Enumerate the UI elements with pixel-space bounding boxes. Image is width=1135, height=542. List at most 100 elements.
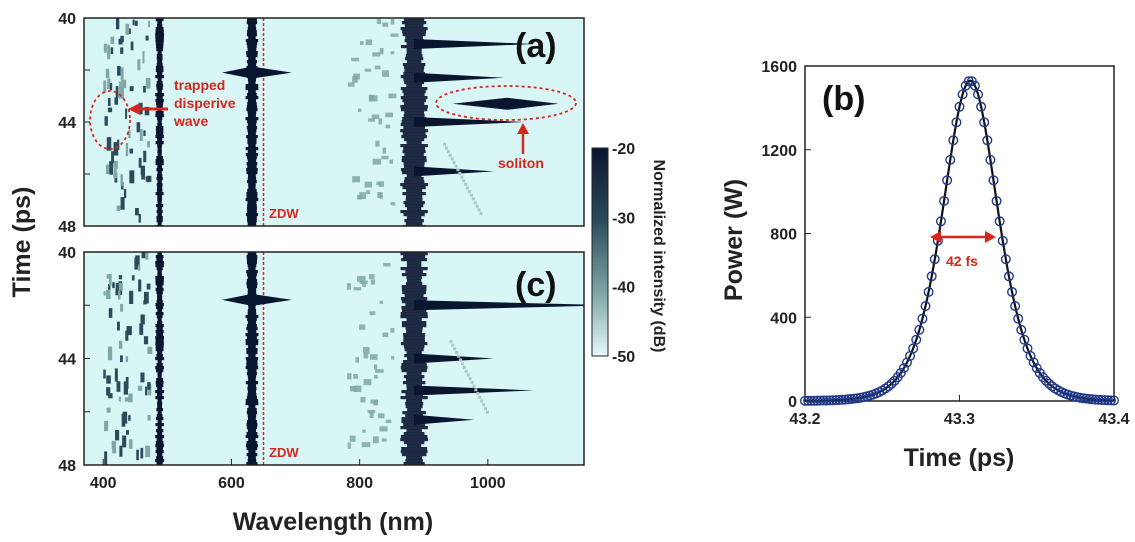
blue-side-patch xyxy=(128,439,133,449)
band-480-segment xyxy=(156,258,163,262)
scatter-patch xyxy=(359,41,364,45)
data-point xyxy=(1090,394,1101,405)
band-480-segment xyxy=(155,345,164,349)
band-630-segment xyxy=(246,21,258,25)
band-880-segment xyxy=(400,312,428,316)
trace-dot xyxy=(454,164,458,168)
data-point xyxy=(908,343,919,354)
blue-side-patch xyxy=(118,282,123,291)
scatter-patch xyxy=(379,300,384,304)
panel-a-label: (a) xyxy=(515,27,557,65)
blue-side-patch xyxy=(143,300,147,305)
band-630-segment xyxy=(247,102,257,106)
trace-dot xyxy=(444,146,448,150)
band-480-segment xyxy=(157,144,163,148)
data-point xyxy=(837,394,848,405)
band-630-segment xyxy=(246,171,258,175)
scatter-patch xyxy=(353,287,362,291)
band-630-segment xyxy=(247,210,257,214)
band-880-segment xyxy=(405,222,423,226)
band-480-segment xyxy=(155,366,164,370)
band-880-segment xyxy=(402,132,426,136)
band-630-segment xyxy=(246,258,258,262)
band-480-segment xyxy=(156,72,163,76)
band-480-segment xyxy=(155,429,164,433)
band-630-segment xyxy=(245,444,258,448)
trace-dot xyxy=(449,339,453,343)
band-880-segment xyxy=(400,315,428,319)
blue-side-patch xyxy=(143,150,147,163)
colorbar-title: Normalized intensity (dB) xyxy=(650,160,667,353)
data-point xyxy=(886,378,897,389)
band-880-segment xyxy=(404,177,424,181)
trace-dot xyxy=(485,410,489,414)
band-480-segment xyxy=(155,303,164,307)
scatter-patch xyxy=(359,324,366,330)
scatter-patch xyxy=(372,158,382,165)
band-880-segment xyxy=(400,108,428,112)
blue-side-patch xyxy=(111,151,114,164)
band-480-segment xyxy=(156,45,164,49)
band-630-segment xyxy=(246,351,258,355)
band-480-segment xyxy=(155,459,165,463)
band-880-segment xyxy=(400,87,428,91)
trace-dot xyxy=(462,179,466,183)
band-630-segment xyxy=(247,111,257,115)
band-480-segment xyxy=(155,396,164,400)
band-480-segment xyxy=(157,180,162,184)
data-point xyxy=(948,135,959,146)
band-480-segment xyxy=(156,87,163,91)
trace-dot xyxy=(448,153,452,157)
trace-dot xyxy=(467,190,471,194)
band-480-segment xyxy=(156,378,164,382)
band-630-segment xyxy=(248,438,256,442)
band-630-segment xyxy=(247,219,257,223)
band-880-segment xyxy=(401,285,427,289)
blue-side-patch xyxy=(127,326,132,336)
band-880-segment xyxy=(406,264,422,268)
band-880-segment xyxy=(406,141,422,145)
band-880-segment xyxy=(400,450,428,454)
blue-side-patch xyxy=(103,80,107,93)
blue-side-patch xyxy=(138,264,141,271)
band-880-segment xyxy=(401,306,427,310)
scatter-patch xyxy=(381,155,389,160)
soliton-text: soliton xyxy=(498,155,544,171)
trace-dot xyxy=(480,399,484,403)
panel-b-y-tick-label: 400 xyxy=(770,310,797,327)
band-630-segment xyxy=(245,339,259,343)
band-480-segment xyxy=(156,183,163,187)
band-880-segment xyxy=(406,378,423,382)
blue-side-patch xyxy=(145,445,151,458)
band-480-segment xyxy=(155,369,164,373)
band-480-segment xyxy=(157,387,163,391)
data-point xyxy=(880,383,891,394)
band-480-segment xyxy=(156,363,163,367)
band-480-segment xyxy=(157,432,163,436)
band-630-segment xyxy=(247,312,257,316)
band-630-segment xyxy=(246,51,258,55)
panel-b-ticks: 0 400 800 1200 1600 43.2 43.3 43.4 xyxy=(761,59,1129,428)
band-630-segment xyxy=(247,393,257,397)
band-630-segment xyxy=(247,324,257,328)
soliton-ellipse xyxy=(435,85,577,121)
blue-side-patch xyxy=(105,68,110,79)
band-630-segment xyxy=(247,375,257,379)
band-480-segment xyxy=(156,219,163,223)
panel-b-frame xyxy=(804,65,1115,402)
blue-side-patch xyxy=(111,440,116,450)
blue-side-patch xyxy=(131,275,135,281)
band-630-segment xyxy=(246,396,257,400)
band-480-segment xyxy=(156,48,164,52)
scatter-patch xyxy=(390,202,396,206)
band-480-segment xyxy=(157,51,162,55)
band-630-segment xyxy=(247,189,257,193)
band-880-segment xyxy=(403,432,425,436)
band-480-segment xyxy=(157,297,163,301)
band-630-segment xyxy=(247,150,257,154)
band-630-segment xyxy=(246,453,258,457)
blue-side-patch xyxy=(114,160,118,169)
band-630-segment xyxy=(246,363,258,367)
band-880-segment xyxy=(404,153,424,157)
blue-side-patch xyxy=(140,447,144,459)
